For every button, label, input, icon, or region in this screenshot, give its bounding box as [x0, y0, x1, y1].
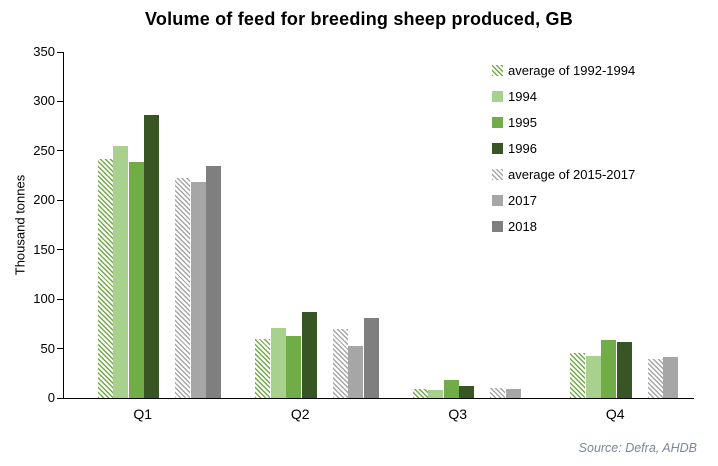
y-tick-mark — [57, 249, 63, 251]
legend-item: 1994 — [492, 83, 635, 109]
y-tick-mark — [57, 348, 63, 350]
bar — [113, 145, 128, 398]
bar — [412, 389, 428, 398]
y-tick-label: 350 — [33, 44, 55, 59]
bar — [144, 115, 159, 398]
legend-swatch — [492, 220, 503, 232]
y-tick-label: 200 — [33, 192, 55, 208]
bar — [601, 339, 616, 398]
legend: average of 1992-1994 1994 1995 1996 average … — [492, 57, 635, 239]
bar — [348, 345, 363, 398]
y-tick-label: 50 — [40, 340, 55, 356]
legend-item: 1996 — [492, 135, 635, 161]
y-tick-mark — [57, 298, 63, 300]
x-axis-label: Q2 — [290, 406, 310, 422]
y-tick-label: 300 — [33, 93, 55, 109]
bar — [332, 328, 348, 398]
y-tick-mark — [57, 397, 63, 399]
y-tick-label: 250 — [33, 142, 55, 158]
y-tick-mark — [57, 150, 63, 152]
bar — [585, 355, 601, 398]
source-note: Source: Defra, AHDB — [578, 441, 697, 455]
bar — [128, 161, 144, 398]
bar — [97, 158, 113, 398]
bar — [175, 177, 190, 398]
bar — [459, 386, 474, 398]
bar — [255, 338, 270, 398]
bar — [443, 380, 459, 398]
plot-area: 0 50 100 150 200 250 300 350 Q1 Q2 Q3 Q4 — [33, 44, 694, 422]
legend-swatch — [492, 64, 503, 76]
legend-swatch — [492, 90, 503, 102]
x-axis-label: Q3 — [448, 406, 468, 422]
y-tick-mark — [57, 100, 63, 102]
legend-item: 2017 — [492, 187, 635, 213]
bar — [363, 317, 379, 398]
bar — [505, 389, 521, 398]
legend-swatch — [492, 116, 503, 128]
legend-label: 2017 — [508, 192, 537, 208]
bar — [647, 359, 663, 398]
legend-item: average of 1992-1994 — [492, 57, 635, 83]
bar — [286, 335, 301, 398]
y-tick-mark — [57, 51, 63, 53]
legend-label: 1996 — [508, 140, 537, 156]
x-axis-label: Q4 — [605, 406, 625, 422]
bar — [270, 327, 286, 398]
y-tick-mark — [57, 199, 63, 201]
legend-swatch — [492, 194, 503, 206]
x-axis-label: Q1 — [133, 406, 153, 422]
bar — [190, 181, 206, 398]
y-tick-label: 150 — [33, 241, 55, 257]
legend-label: average of 1992-1994 — [508, 62, 636, 78]
bar — [490, 388, 505, 398]
legend-label: 1994 — [508, 88, 537, 104]
bar — [428, 390, 443, 398]
legend-label: average of 2015-2017 — [508, 166, 636, 182]
bar — [616, 341, 632, 398]
legend-swatch — [492, 168, 503, 180]
y-axis-title: Thousand tonnes — [12, 174, 28, 276]
bar — [301, 312, 317, 398]
bar — [663, 357, 678, 398]
y-tick-label: 0 — [47, 390, 55, 405]
legend-swatch — [492, 142, 503, 154]
chart-title: Volume of feed for breeding sheep produc… — [145, 9, 573, 29]
legend-item: average of 2015-2017 — [492, 161, 635, 187]
legend-item: 1995 — [492, 109, 635, 135]
bar — [206, 165, 221, 398]
y-tick-label: 100 — [33, 291, 55, 307]
bar — [570, 352, 585, 398]
legend-label: 1995 — [508, 114, 537, 130]
legend-item: 2018 — [492, 213, 635, 239]
legend-label: 2018 — [508, 218, 537, 234]
